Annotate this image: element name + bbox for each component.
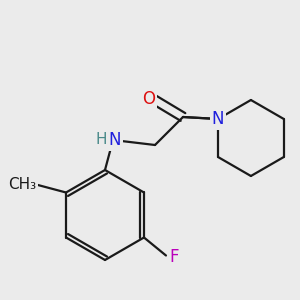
- Text: CH₃: CH₃: [8, 177, 36, 192]
- Text: H: H: [95, 133, 107, 148]
- Text: O: O: [142, 90, 155, 108]
- Text: N: N: [212, 110, 224, 128]
- Text: F: F: [169, 248, 179, 266]
- Text: N: N: [109, 131, 121, 149]
